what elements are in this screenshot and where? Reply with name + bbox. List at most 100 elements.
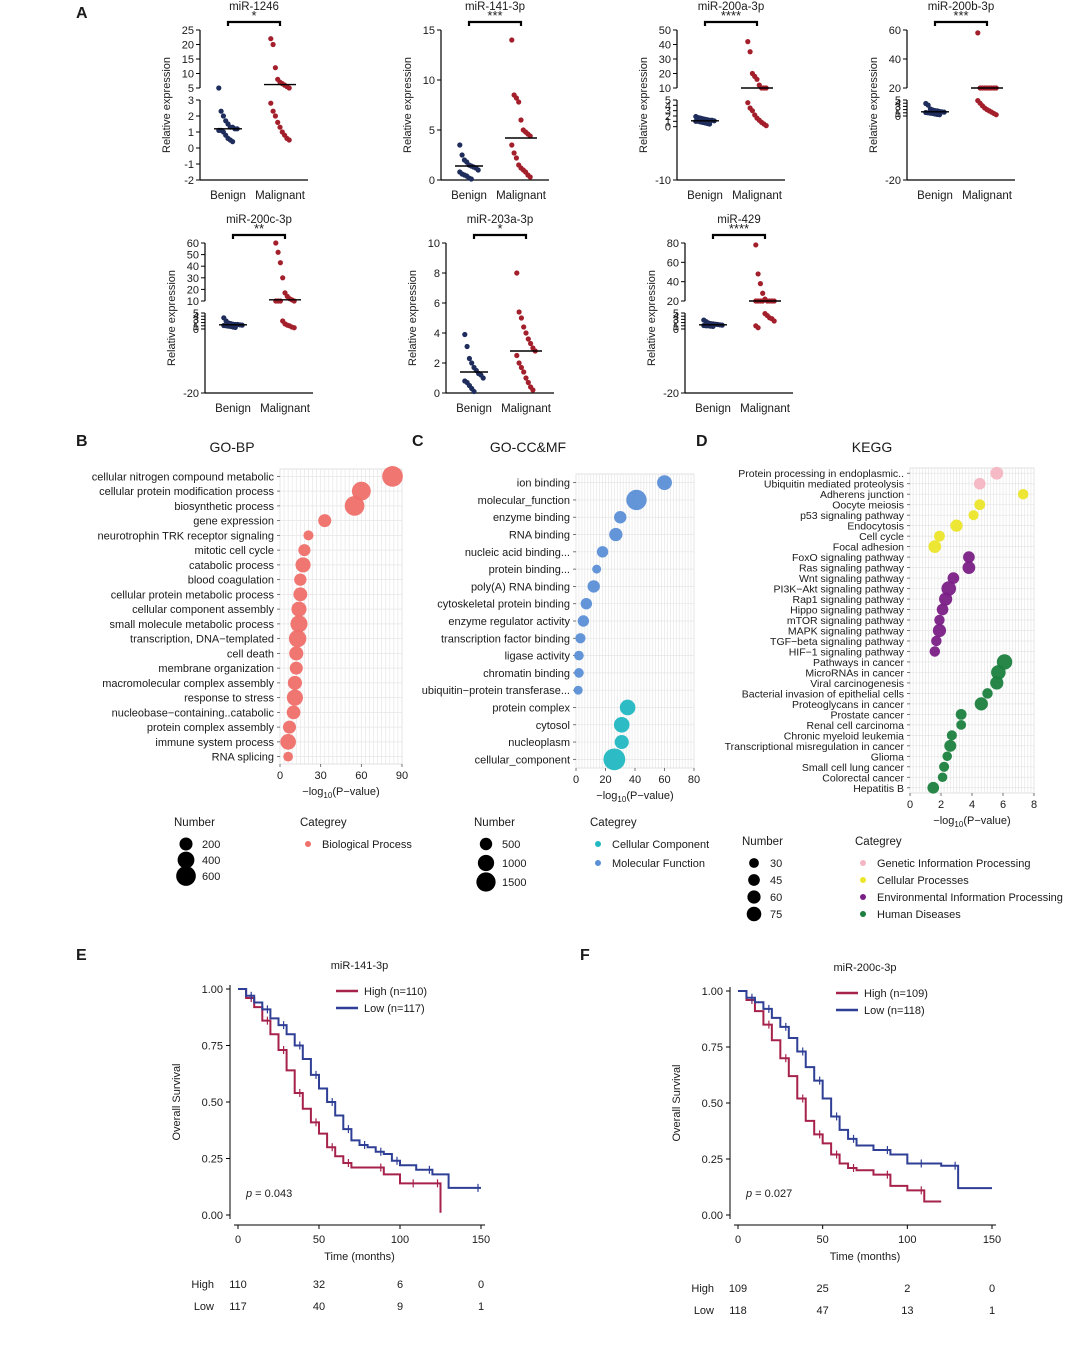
risk-value: 0 [478,1279,484,1291]
y-tick-label: 60 [889,25,901,37]
scatter-title: miR-200c-3p [226,214,292,226]
significance-stars: *** [487,8,502,23]
y-tick-label: 0.50 [702,1098,723,1110]
x-tick-label-benign: Benign [451,190,487,202]
malignant-point [516,360,522,366]
term-label: Bacterial invasion of epithelial cells [742,688,904,700]
legend-size-marker [746,906,762,922]
malignant-point [511,150,517,156]
significance-stars: **** [729,221,749,236]
risk-value: 117 [229,1301,247,1313]
bubble-point [990,466,1004,480]
km-curve-low [738,990,992,1190]
significance-stars: ** [254,221,264,236]
term-label: protein complex [492,702,570,714]
malignant-point [523,375,529,381]
bubble-point [937,772,948,783]
y-tick-label: 3 [895,101,901,113]
y-tick-label: 10 [423,75,435,87]
malignant-point [771,318,777,324]
y-tick-label: 1 [895,108,901,120]
y-tick-label: 0 [193,324,199,336]
x-tick-label: 100 [391,1234,409,1246]
benign-point [218,108,224,114]
panel-letter-c: C [412,433,424,450]
panel-letter-d: D [696,433,708,450]
term-label: Endocytosis [847,521,904,533]
malignant-point [763,123,769,129]
malignant-point [527,174,533,180]
y-tick-label: 1 [193,321,199,333]
y-tick-label: 3 [193,314,199,326]
bubble-point [939,592,953,606]
legend-label-low: Low (n=117) [364,1003,425,1015]
term-label: nucleobase−containing..catabolic [112,707,275,719]
significance-stars: **** [721,8,741,23]
significance-stars: *** [953,8,968,23]
bubble-point [619,699,636,716]
x-tick-label: 30 [315,770,327,782]
legend-size-marker [476,872,496,892]
y-tick-label: 10 [428,238,440,250]
x-tick-label-benign: Benign [695,403,731,415]
term-label: cellular_component [475,754,570,766]
term-label: molecular_function [478,495,570,507]
legend-size-label: 500 [502,839,520,851]
significance-stars: * [251,8,256,23]
benign-point [707,121,713,127]
malignant-point [516,99,522,105]
legend-size-marker [176,866,196,886]
legend-category-marker [305,841,311,847]
y-tick-label: 0.75 [702,1042,723,1054]
y-tick-label: 0 [434,388,440,400]
x-tick-label: 40 [629,774,641,786]
y-tick-label: 0.00 [702,1210,723,1222]
malignant-point [757,281,764,287]
legend-size-title: Number [174,817,215,829]
x-tick-label-benign: Benign [215,403,251,415]
malignant-point [280,275,286,281]
x-tick-label-malignant: Malignant [496,190,547,202]
bubble-point [575,633,586,644]
bubble-point [287,675,302,690]
y-tick-label: -2 [184,175,194,187]
term-label: Prostate cancer [830,709,904,721]
benign-point [469,360,475,366]
term-label: cellular component assembly [132,604,274,616]
risk-value: 40 [313,1301,325,1313]
bubble-point [574,668,584,678]
bubble-point [294,573,307,586]
x-tick-label: 100 [898,1234,916,1246]
risk-row-name: High [691,1283,714,1295]
risk-value: 1 [478,1301,484,1313]
term-label: transcription, DNA−templated [130,634,274,646]
go-bp-bubble-chart: cellular nitrogen compound metabolic cell… [92,439,412,886]
y-tick-label: 4 [434,328,440,340]
risk-value: 110 [229,1279,247,1291]
x-tick-label-benign: Benign [210,190,246,202]
malignant-point [286,85,292,91]
term-label: Ras signaling pathway [799,563,905,575]
bubble-point [947,572,960,584]
bubble-point [596,546,609,558]
y-axis-label: Relative expression [646,270,658,366]
y-tick-label: 0 [895,111,901,123]
term-label: p53 signaling pathway [800,510,905,522]
term-label: Focal adhesion [833,542,904,554]
legend-category-label: Molecular Function [612,858,705,870]
y-tick-label: 30 [659,54,671,66]
significance-bracket [711,233,767,239]
malignant-point [277,260,283,266]
term-label: mTOR signaling pathway [787,615,905,627]
bubble-point [991,665,1006,680]
legend-size-marker [749,858,759,868]
y-tick-label: -20 [663,388,679,400]
bubble-point [657,475,672,491]
malignant-point [513,95,520,101]
y-tick-label: 5 [188,83,194,95]
x-axis-label-part: −log [933,815,954,827]
y-tick-label: 2 [673,318,679,330]
